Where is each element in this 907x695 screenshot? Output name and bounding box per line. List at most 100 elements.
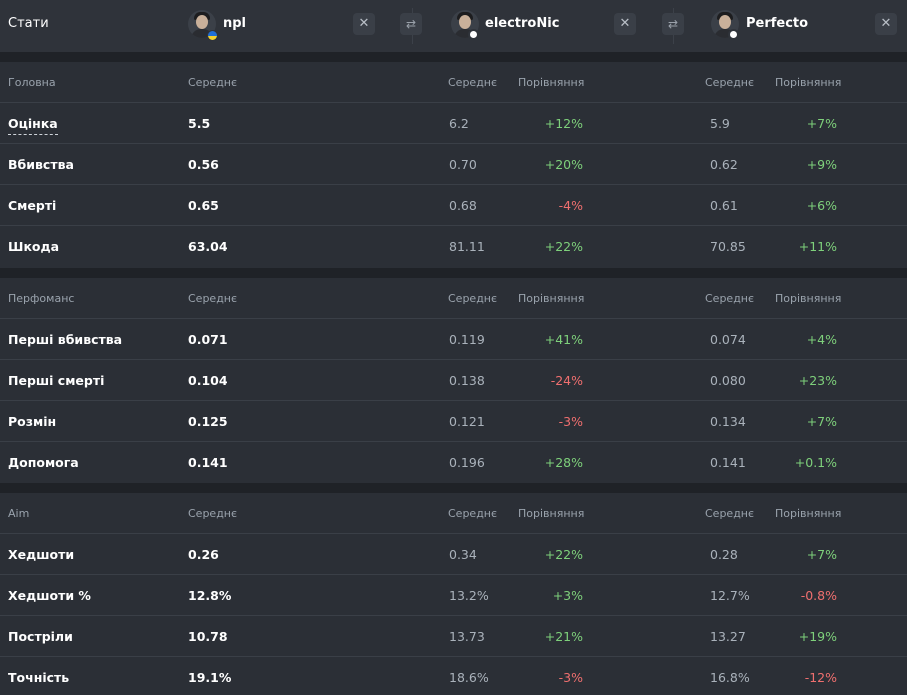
stat-label: Вбивства: [8, 157, 74, 172]
section-divider: [0, 52, 907, 62]
player2-value: 13.73: [449, 629, 485, 644]
player1-value: 0.071: [188, 332, 228, 347]
player-slot-1: npl ✕: [0, 0, 390, 52]
player2-value: 6.2: [449, 116, 469, 131]
player2-comparison: +20%: [544, 157, 583, 172]
column-average-label: Середнє: [188, 292, 238, 305]
remove-player-button[interactable]: ✕: [614, 13, 636, 35]
section-header: Головна Середнє Середнє Порівняння Серед…: [0, 62, 907, 102]
stat-label: Шкода: [8, 239, 60, 254]
player2-value: 18.6%: [449, 670, 489, 685]
player1-value: 19.1%: [188, 670, 232, 685]
stat-label: Перші вбивства: [8, 332, 123, 347]
column-comparison-label: Порівняння: [518, 76, 585, 89]
player2-value: 0.70: [449, 157, 477, 172]
player1-value: 5.5: [188, 116, 211, 131]
section-title: Перфоманс: [8, 292, 75, 305]
player2-comparison: -24%: [550, 373, 583, 388]
player1-value: 0.56: [188, 157, 219, 172]
player2-value: 0.138: [449, 373, 485, 388]
player2-value: 0.196: [449, 455, 485, 470]
player1-value: 12.8%: [188, 588, 232, 603]
player3-comparison: +7%: [806, 116, 837, 131]
column-comparison-label: Порівняння: [775, 507, 842, 520]
remove-player-button[interactable]: ✕: [875, 13, 897, 35]
stats-title: Стати: [8, 16, 49, 31]
player3-value: 0.134: [710, 414, 746, 429]
section-header: Aim Середнє Середнє Порівняння Середнє П…: [0, 493, 907, 533]
player3-value: 0.61: [710, 198, 738, 213]
player2-value: 0.121: [449, 414, 485, 429]
player3-value: 12.7%: [710, 588, 750, 603]
player-name[interactable]: electroNic: [485, 16, 560, 31]
section-title: Головна: [8, 76, 56, 89]
player2-value: 0.119: [449, 332, 485, 347]
stat-row: Вбивства 0.56 0.70 +20% 0.62 +9%: [0, 143, 907, 184]
stat-label: Допомога: [8, 455, 79, 470]
player1-value: 0.65: [188, 198, 219, 213]
player2-comparison: -3%: [558, 414, 583, 429]
player1-value: 0.141: [188, 455, 228, 470]
player1-value: 0.125: [188, 414, 228, 429]
section-header: Перфоманс Середнє Середнє Порівняння Сер…: [0, 278, 907, 318]
stat-row: Оцінка 5.5 6.2 +12% 5.9 +7%: [0, 102, 907, 143]
stat-label: Смерті: [8, 198, 57, 213]
player3-comparison: +9%: [806, 157, 837, 172]
column-comparison-label: Порівняння: [775, 76, 842, 89]
column-average-label: Середнє: [448, 507, 498, 520]
player3-value: 13.27: [710, 629, 746, 644]
stat-label: Хедшоти %: [8, 588, 91, 603]
player3-comparison: +7%: [806, 547, 837, 562]
online-dot-icon: [728, 29, 739, 40]
player2-value: 81.11: [449, 239, 485, 254]
player3-value: 0.074: [710, 332, 746, 347]
column-average-label: Середнє: [448, 76, 498, 89]
player1-value: 10.78: [188, 629, 228, 644]
column-average-label: Середнє: [188, 76, 238, 89]
player1-value: 63.04: [188, 239, 228, 254]
stat-label: Хедшоти: [8, 547, 75, 562]
stat-row: Постріли 10.78 13.73 +21% 13.27 +19%: [0, 615, 907, 656]
player2-comparison: +22%: [544, 239, 583, 254]
player3-value: 0.080: [710, 373, 746, 388]
player3-value: 0.141: [710, 455, 746, 470]
column-comparison-label: Порівняння: [518, 292, 585, 305]
stat-row: Хедшоти 0.26 0.34 +22% 0.28 +7%: [0, 533, 907, 574]
swap-icon[interactable]: ⇄: [400, 13, 422, 35]
stat-row: Смерті 0.65 0.68 -4% 0.61 +6%: [0, 184, 907, 225]
compare-header: Стати npl ✕ ⇄ electroNic ✕ ⇄ Perfecto ✕: [0, 0, 907, 52]
stat-label: Перші смерті: [8, 373, 105, 388]
player3-comparison: +7%: [806, 414, 837, 429]
player3-value: 0.28: [710, 547, 738, 562]
column-comparison-label: Порівняння: [775, 292, 842, 305]
player-slot-2: electroNic ✕: [0, 0, 907, 52]
remove-player-button[interactable]: ✕: [353, 13, 375, 35]
player2-comparison: +3%: [552, 588, 583, 603]
stat-row: Шкода 63.04 81.11 +22% 70.85 +11%: [0, 225, 907, 266]
column-average-label: Середнє: [705, 76, 755, 89]
stat-row: Перші вбивства 0.071 0.119 +41% 0.074 +4…: [0, 318, 907, 359]
stat-row: Допомога 0.141 0.196 +28% 0.141 +0.1%: [0, 441, 907, 482]
player1-value: 0.26: [188, 547, 219, 562]
player2-comparison: +22%: [544, 547, 583, 562]
stat-label[interactable]: Оцінка: [8, 116, 58, 135]
player3-value: 0.62: [710, 157, 738, 172]
player3-comparison: +0.1%: [794, 455, 837, 470]
player2-value: 13.2%: [449, 588, 489, 603]
player1-value: 0.104: [188, 373, 228, 388]
column-average-label: Середнє: [705, 507, 755, 520]
player2-comparison: +12%: [544, 116, 583, 131]
stat-row: Розмін 0.125 0.121 -3% 0.134 +7%: [0, 400, 907, 441]
player-name[interactable]: npl: [223, 16, 247, 31]
player2-value: 0.68: [449, 198, 477, 213]
player3-comparison: +19%: [798, 629, 837, 644]
player2-comparison: +28%: [544, 455, 583, 470]
online-dot-icon: [468, 29, 479, 40]
player3-comparison: -12%: [804, 670, 837, 685]
column-average-label: Середнє: [188, 507, 238, 520]
player3-value: 70.85: [710, 239, 746, 254]
section-divider: [0, 483, 907, 493]
player3-comparison: +11%: [798, 239, 837, 254]
player-name[interactable]: Perfecto: [746, 16, 809, 31]
swap-icon[interactable]: ⇄: [662, 13, 684, 35]
